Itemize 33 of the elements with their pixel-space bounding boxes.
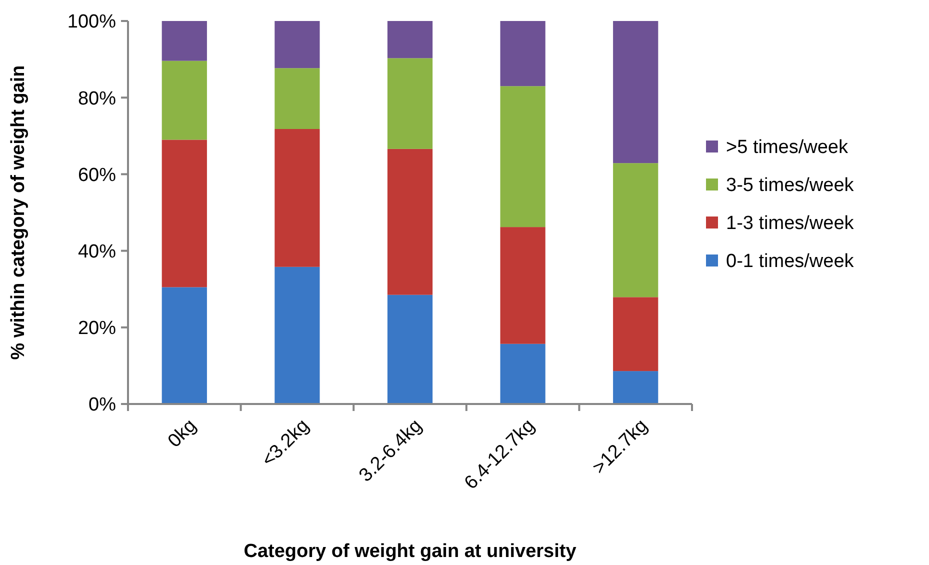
bar [613, 163, 658, 298]
bar [613, 371, 658, 404]
x-tick-label: 0kg [164, 415, 201, 452]
bar [500, 344, 546, 404]
bar [387, 21, 433, 58]
bar [162, 21, 207, 61]
y-tick-label: 100% [67, 12, 116, 33]
bar [500, 86, 546, 228]
bar [274, 129, 320, 267]
y-tick-label: 40% [78, 241, 116, 262]
bar [387, 148, 433, 295]
y-axis-title: % within category of weight gain [8, 65, 29, 360]
legend-label: 0-1 times/week [726, 251, 854, 272]
legend-label: >5 times/week [726, 137, 848, 158]
bar [500, 227, 546, 344]
bar [162, 60, 207, 140]
bar [387, 294, 433, 404]
legend-label: 3-5 times/week [726, 175, 854, 196]
y-tick-label: 80% [78, 88, 116, 110]
bar [274, 68, 320, 130]
y-tick-label: 0% [88, 394, 116, 416]
bar [274, 21, 320, 68]
bar [162, 287, 207, 404]
bar [387, 58, 433, 149]
y-tick-label: 60% [78, 164, 116, 186]
x-axis-title: Category of weight gain at university [244, 541, 577, 562]
bar [613, 297, 658, 372]
bar [500, 21, 546, 86]
y-tick-label: 20% [78, 318, 116, 340]
bar [162, 140, 207, 288]
legend-label: 1-3 times/week [726, 213, 854, 234]
bar [274, 266, 320, 404]
bar [613, 21, 658, 164]
